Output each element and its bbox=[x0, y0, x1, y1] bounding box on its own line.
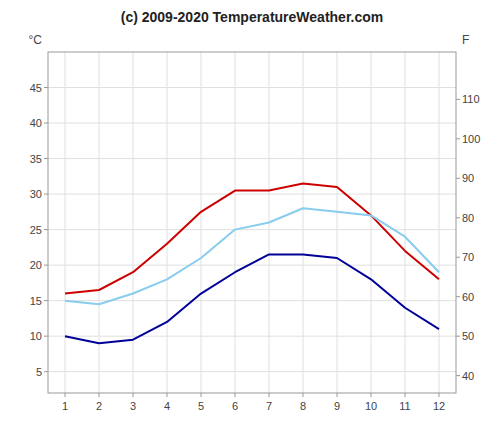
y-tick bbox=[44, 123, 48, 124]
series-line bbox=[65, 183, 439, 293]
grid-line-x bbox=[133, 52, 134, 393]
grid-line-x bbox=[405, 52, 406, 393]
grid-line-x bbox=[201, 52, 202, 393]
y2-tick-label: 40 bbox=[462, 370, 474, 382]
x-tick-label: 1 bbox=[62, 400, 68, 412]
y2-tick bbox=[456, 296, 460, 297]
y-axis-label: °C bbox=[29, 33, 43, 47]
grid-line-x bbox=[371, 52, 372, 393]
y-tick bbox=[44, 158, 48, 159]
grid-line-y bbox=[48, 123, 456, 124]
y-tick-label: 40 bbox=[30, 117, 42, 129]
x-tick bbox=[269, 393, 270, 397]
axes: 5101520253035404540506070809010011012345… bbox=[30, 82, 481, 412]
y2-tick bbox=[456, 138, 460, 139]
y2-tick-label: 70 bbox=[462, 251, 474, 263]
x-tick-label: 7 bbox=[266, 400, 272, 412]
chart: 5101520253035404540506070809010011012345… bbox=[0, 0, 504, 425]
x-tick bbox=[337, 393, 338, 397]
series-lines bbox=[65, 183, 439, 343]
y-tick-label: 10 bbox=[30, 330, 42, 342]
y2-axis-label: F bbox=[462, 33, 469, 47]
y-tick-label: 25 bbox=[30, 224, 42, 236]
y-tick bbox=[44, 194, 48, 195]
plot-frame bbox=[48, 52, 456, 393]
y-tick bbox=[44, 229, 48, 230]
y2-tick-label: 80 bbox=[462, 212, 474, 224]
x-tick-label: 6 bbox=[232, 400, 238, 412]
y-tick-label: 5 bbox=[36, 366, 42, 378]
y2-tick bbox=[456, 257, 460, 258]
grid-line-y bbox=[48, 87, 456, 88]
grid-line-x bbox=[235, 52, 236, 393]
title: (c) 2009-2020 TemperatureWeather.com bbox=[121, 9, 384, 25]
grid-line-y bbox=[48, 371, 456, 372]
y-tick bbox=[44, 300, 48, 301]
x-tick bbox=[65, 393, 66, 397]
grid-line-x bbox=[65, 52, 66, 393]
y2-tick-label: 60 bbox=[462, 291, 474, 303]
y2-tick-label: 110 bbox=[462, 93, 480, 105]
x-tick-label: 2 bbox=[96, 400, 102, 412]
grid-line-x bbox=[303, 52, 304, 393]
y-tick bbox=[44, 265, 48, 266]
y2-tick bbox=[456, 375, 460, 376]
grid-line-y bbox=[48, 158, 456, 159]
y2-tick-label: 90 bbox=[462, 172, 474, 184]
y2-tick-label: 50 bbox=[462, 330, 474, 342]
y-tick bbox=[44, 371, 48, 372]
x-tick-label: 8 bbox=[300, 400, 306, 412]
y-tick-label: 20 bbox=[30, 259, 42, 271]
y-tick-label: 45 bbox=[30, 82, 42, 94]
grid-line-x bbox=[99, 52, 100, 393]
y-tick bbox=[44, 336, 48, 337]
grid bbox=[48, 52, 456, 393]
y2-tick bbox=[456, 178, 460, 179]
grid-line-x bbox=[337, 52, 338, 393]
x-tick-label: 12 bbox=[433, 400, 445, 412]
x-tick-label: 4 bbox=[164, 400, 170, 412]
x-tick-label: 5 bbox=[198, 400, 204, 412]
y2-tick bbox=[456, 336, 460, 337]
x-tick bbox=[167, 393, 168, 397]
x-tick bbox=[201, 393, 202, 397]
x-tick-label: 11 bbox=[399, 400, 410, 412]
x-tick-label: 3 bbox=[130, 400, 136, 412]
x-tick bbox=[235, 393, 236, 397]
x-tick bbox=[439, 393, 440, 397]
grid-line-x bbox=[167, 52, 168, 393]
x-tick-label: 9 bbox=[334, 400, 340, 412]
grid-line-y bbox=[48, 194, 456, 195]
series-line bbox=[65, 208, 439, 304]
x-tick bbox=[303, 393, 304, 397]
series-line bbox=[65, 254, 439, 343]
y2-tick bbox=[456, 217, 460, 218]
x-tick bbox=[133, 393, 134, 397]
x-tick bbox=[99, 393, 100, 397]
x-tick bbox=[405, 393, 406, 397]
y-tick-label: 30 bbox=[30, 188, 42, 200]
grid-line-y bbox=[48, 336, 456, 337]
y-tick-label: 15 bbox=[30, 295, 42, 307]
y-tick-label: 35 bbox=[30, 153, 42, 165]
y2-tick bbox=[456, 99, 460, 100]
y2-tick-label: 100 bbox=[462, 133, 480, 145]
grid-line-y bbox=[48, 265, 456, 266]
x-tick-label: 10 bbox=[365, 400, 377, 412]
y-tick bbox=[44, 87, 48, 88]
grid-line-x bbox=[439, 52, 440, 393]
x-tick bbox=[371, 393, 372, 397]
